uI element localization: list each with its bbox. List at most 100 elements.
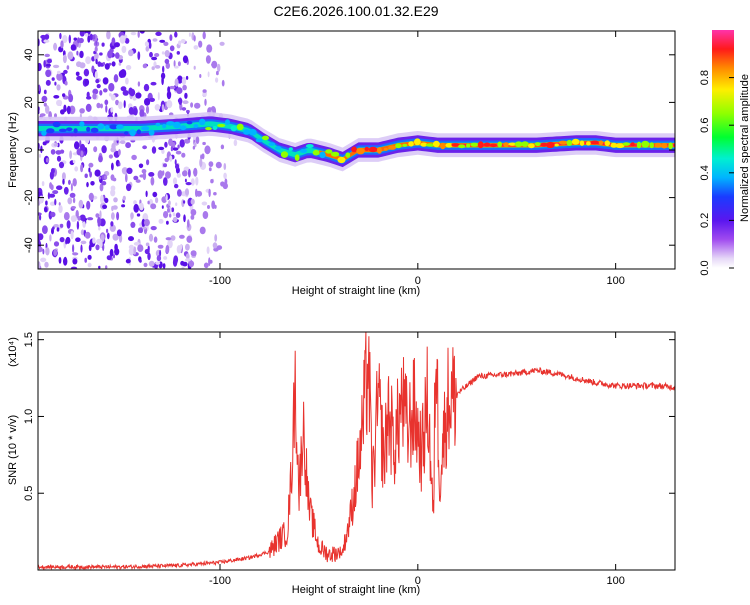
noise-blob xyxy=(215,77,219,83)
ridge-band-mid xyxy=(38,119,675,165)
noise-blob xyxy=(204,145,211,155)
snr-y-ticks: 0.5 1.0 1.5 xyxy=(23,332,675,501)
noise-blob xyxy=(122,195,126,201)
noise-blob xyxy=(215,161,222,169)
noise-blob xyxy=(104,63,110,70)
snr-y-label: SNR (10 * v/v) xyxy=(7,415,19,485)
noise-blob xyxy=(66,220,71,229)
noise-blob xyxy=(84,173,88,179)
noise-blob xyxy=(72,244,75,253)
noise-blob xyxy=(204,98,207,106)
noise-blob xyxy=(220,144,225,150)
noise-blob xyxy=(96,102,101,109)
noise-blob xyxy=(108,82,115,92)
noise-blob xyxy=(116,211,120,221)
ridge-blob xyxy=(615,143,625,149)
noise-blob xyxy=(79,50,84,59)
noise-blob xyxy=(102,204,108,209)
noise-blob xyxy=(60,40,64,49)
ridge-blob xyxy=(52,121,61,128)
colorbar-label: Normalized spectral amplitude xyxy=(739,74,750,222)
ridge-blob xyxy=(414,138,421,146)
ridge-blob xyxy=(58,128,67,132)
ridge-core xyxy=(318,140,675,162)
noise-blob xyxy=(67,197,73,205)
noise-blob xyxy=(138,227,142,233)
noise-blob xyxy=(85,32,89,37)
noise-blob xyxy=(190,214,195,220)
noise-blob xyxy=(45,79,51,86)
noise-blob xyxy=(181,107,187,111)
noise-blob xyxy=(84,231,91,239)
colorbar-ticks: 0.0 0.2 0.4 0.6 0.8 xyxy=(699,70,734,276)
y-tick-label: 1.5 xyxy=(23,332,35,347)
noise-blob xyxy=(52,226,55,230)
noise-blob xyxy=(99,183,104,192)
noise-blob xyxy=(182,100,189,105)
noise-blob xyxy=(92,34,96,40)
noise-blob xyxy=(101,145,107,154)
noise-blob xyxy=(121,204,126,208)
noise-blob xyxy=(104,99,109,106)
noise-blob xyxy=(130,31,137,36)
noise-blob xyxy=(123,100,126,109)
ridge-blob xyxy=(136,129,141,135)
noise-blob xyxy=(166,220,169,225)
noise-blob xyxy=(152,38,158,42)
noise-blob xyxy=(107,50,113,59)
y-tick-label: 1.0 xyxy=(23,409,35,424)
ridge-blob xyxy=(408,141,414,147)
noise-blob xyxy=(92,93,97,100)
noise-blob xyxy=(172,258,178,267)
noise-blob xyxy=(69,105,76,115)
noise-blob xyxy=(195,176,199,186)
noise-blob xyxy=(195,190,203,197)
noise-blob xyxy=(74,166,79,172)
noise-blob xyxy=(220,181,225,187)
noise-blob xyxy=(137,81,141,87)
noise-blob xyxy=(112,177,117,182)
noise-blob xyxy=(165,171,171,179)
noise-blob xyxy=(154,65,161,69)
noise-blob xyxy=(78,199,84,209)
noise-blob xyxy=(76,75,83,81)
noise-blob xyxy=(99,239,103,248)
ridge-blob xyxy=(173,121,181,129)
noise-blob xyxy=(80,150,84,157)
spectrogram-y-ticks: -40 -20 0 20 40 xyxy=(23,49,675,253)
ridge-blob xyxy=(248,129,257,136)
noise-blob xyxy=(128,247,135,256)
noise-blob xyxy=(145,242,150,247)
noise-blob xyxy=(143,219,150,227)
noise-blob xyxy=(40,145,43,154)
noise-blob xyxy=(168,200,171,206)
noise-blob xyxy=(74,141,80,150)
noise-blob xyxy=(174,65,179,69)
ridge-blob xyxy=(186,121,193,125)
noise-blob xyxy=(111,142,116,151)
noise-blob xyxy=(198,40,203,48)
noise-blob xyxy=(151,146,157,154)
ridge-blob xyxy=(376,147,382,154)
ridge-blob xyxy=(668,142,673,150)
noise-blob xyxy=(182,170,188,177)
noise-blob xyxy=(166,90,172,100)
noise-blob xyxy=(42,248,45,255)
noise-blob xyxy=(162,263,166,269)
noise-blob xyxy=(98,176,102,180)
ridge-blob xyxy=(155,122,161,127)
noise-blob xyxy=(111,162,114,171)
noise-blob xyxy=(53,241,60,247)
noise-blob xyxy=(156,255,162,262)
noise-blob xyxy=(82,221,86,228)
noise-blob xyxy=(182,84,187,91)
noise-blob xyxy=(75,237,81,242)
noise-blob xyxy=(98,155,103,163)
spectrogram-x-label: Height of straight line (km) xyxy=(292,285,420,297)
spectrogram-y-label: Frequency (Hz) xyxy=(7,112,19,188)
noise-blob xyxy=(154,53,160,57)
noise-blob xyxy=(41,95,48,103)
noise-blob xyxy=(153,236,158,243)
noise-blob xyxy=(70,230,74,240)
